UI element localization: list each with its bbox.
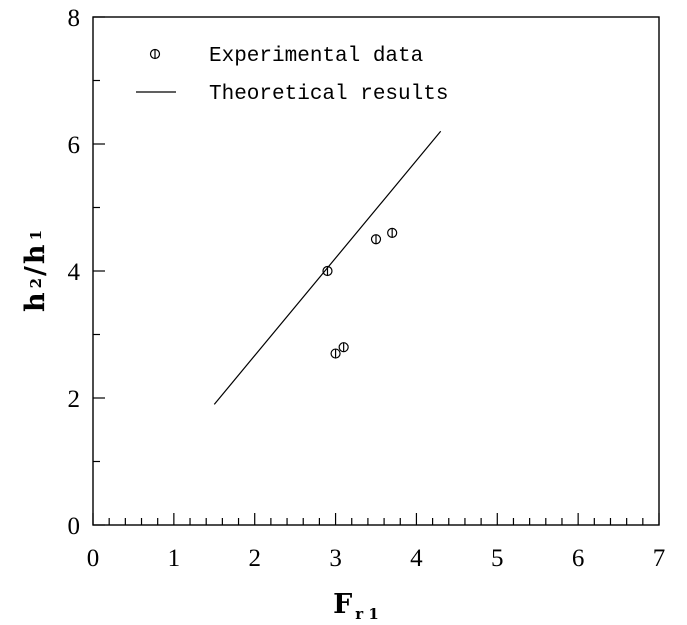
y-axis-title-slash: /	[20, 266, 51, 276]
x-axis-ticks	[92, 513, 660, 525]
x-tick-label: 5	[491, 545, 504, 572]
x-tick-label: 4	[410, 545, 423, 572]
data-point	[338, 342, 349, 353]
legend: Experimental data Theoretical results	[136, 45, 448, 106]
y-tick-label: 8	[68, 5, 81, 32]
x-tick-label: 1	[168, 545, 181, 572]
legend-label-theoretical: Theoretical results	[209, 83, 448, 106]
y-axis-title-den-sub: 1	[27, 230, 45, 240]
data-point	[370, 234, 382, 245]
y-tick-label: 4	[68, 259, 81, 286]
legend-marker-experimental	[149, 48, 161, 60]
y-axis-tick-labels: 0 2 4 6 8	[68, 5, 81, 540]
x-axis-title-sub: r 1	[355, 605, 379, 623]
y-tick-label: 6	[68, 132, 81, 159]
y-axis-ticks	[93, 16, 105, 526]
x-tick-label: 6	[572, 545, 585, 572]
y-axis-title-den-base: h	[20, 244, 51, 264]
legend-label-experimental: Experimental data	[209, 45, 423, 68]
x-tick-label: 0	[87, 545, 100, 572]
y-axis-title-num-sub: 2	[27, 278, 45, 288]
x-tick-label: 7	[653, 545, 666, 572]
y-tick-label: 0	[68, 513, 81, 540]
y-tick-label: 2	[68, 386, 81, 413]
series-layer	[213, 130, 442, 405]
y-axis-title: h 2 / h 1	[20, 230, 51, 312]
series-line-theoretical	[213, 130, 442, 405]
x-tick-label: 3	[329, 545, 342, 572]
data-point	[330, 348, 341, 359]
x-tick-label: 2	[248, 545, 261, 572]
x-axis-tick-labels: 0 1 2 3 4 5 6 7	[87, 545, 666, 572]
y-axis-title-num-base: h	[20, 292, 51, 312]
data-point	[387, 227, 398, 238]
x-axis-title-base: F	[333, 589, 352, 620]
